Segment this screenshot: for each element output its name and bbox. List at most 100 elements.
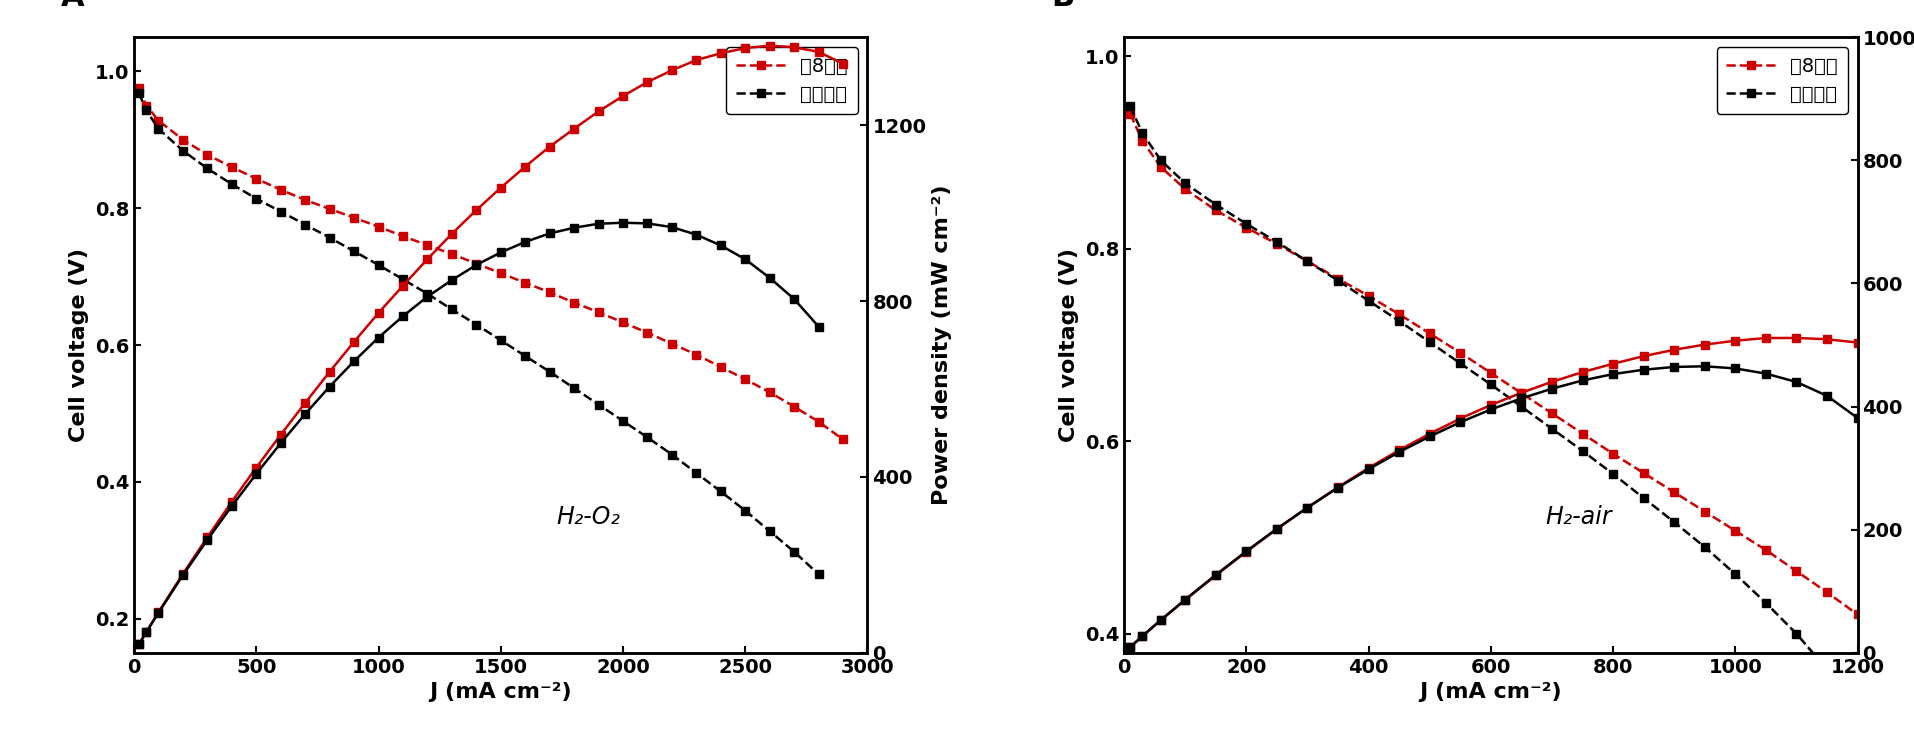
例8样品 (147, 116, 170, 125)
例8样品 (1631, 468, 1654, 477)
商业鱄碳 (1326, 276, 1349, 285)
商业鱄碳 (367, 260, 390, 269)
例8样品 (1326, 275, 1349, 283)
例8样品 (1235, 223, 1257, 232)
Y-axis label: Cell voltage (V): Cell voltage (V) (1058, 248, 1079, 442)
例8样品 (415, 240, 438, 249)
商业鱄碳 (318, 233, 341, 242)
商业鱄碳 (465, 320, 488, 329)
例8样品 (220, 162, 243, 171)
例8样品 (513, 278, 536, 287)
例8样品 (1296, 257, 1319, 266)
商业鱄碳 (708, 487, 731, 496)
例8样品 (1418, 329, 1441, 338)
Line: 例8样品: 例8样品 (1125, 110, 1860, 619)
例8样品 (758, 388, 781, 397)
商业鱄碳 (1814, 665, 1837, 674)
例8样品 (245, 174, 268, 183)
例8样品 (1569, 429, 1592, 438)
商业鱄碳 (1449, 359, 1472, 368)
商业鱄碳 (128, 89, 151, 98)
商业鱄碳 (172, 146, 195, 155)
商业鱄碳 (147, 125, 170, 134)
例8样品 (465, 259, 488, 268)
商业鱄碳 (293, 220, 316, 229)
商业鱄碳 (270, 207, 293, 216)
例8样品 (195, 151, 218, 160)
例8样品 (1449, 348, 1472, 357)
例8样品 (611, 318, 634, 327)
例8样品 (1753, 545, 1776, 554)
例8样品 (1265, 240, 1288, 249)
Y-axis label: Power density (mW cm⁻²): Power density (mW cm⁻²) (932, 185, 951, 505)
例8样品 (831, 435, 854, 444)
例8样品 (172, 135, 195, 144)
商业鱄碳 (1753, 599, 1776, 608)
例8样品 (1600, 450, 1623, 459)
Text: H₂-air: H₂-air (1545, 505, 1612, 530)
商业鱄碳 (1204, 200, 1227, 209)
例8样品 (708, 363, 731, 372)
Line: 商业鱄碳: 商业鱄碳 (134, 89, 823, 579)
Y-axis label: Cell voltage (V): Cell voltage (V) (69, 248, 90, 442)
X-axis label: J (mA cm⁻²): J (mA cm⁻²) (429, 683, 572, 703)
例8样品 (783, 402, 806, 411)
例8样品 (270, 186, 293, 194)
商业鱄碳 (1661, 518, 1684, 527)
例8样品 (588, 308, 611, 317)
商业鱄碳 (1631, 493, 1654, 502)
商业鱄碳 (1480, 380, 1502, 389)
例8样品 (1131, 137, 1154, 145)
商业鱄碳 (1118, 102, 1141, 111)
例8样品 (1784, 567, 1807, 576)
例8样品 (1148, 162, 1171, 171)
商业鱄碳 (1173, 179, 1196, 188)
Line: 商业鱄碳: 商业鱄碳 (1125, 102, 1860, 717)
Text: B: B (1051, 0, 1074, 13)
例8样品 (1357, 292, 1380, 301)
商业鱄碳 (563, 384, 586, 393)
例8样品 (563, 298, 586, 307)
商业鱄碳 (588, 400, 611, 409)
X-axis label: J (mA cm⁻²): J (mA cm⁻²) (1418, 683, 1562, 703)
例8样品 (134, 101, 157, 110)
商业鱄碳 (1508, 402, 1531, 411)
例8样品 (1508, 389, 1531, 398)
商业鱄碳 (1296, 257, 1319, 266)
商业鱄碳 (660, 450, 683, 459)
商业鱄碳 (488, 336, 511, 345)
Text: H₂-O₂: H₂-O₂ (557, 505, 620, 530)
例8样品 (1814, 588, 1837, 597)
商业鱄碳 (1418, 338, 1441, 347)
例8样品 (685, 350, 708, 359)
例8样品 (1661, 487, 1684, 496)
商业鱄碳 (1148, 156, 1171, 165)
例8样品 (1845, 610, 1868, 619)
例8样品 (733, 375, 756, 384)
Legend: 例8样品, 商业鱄碳: 例8样品, 商业鱄碳 (1715, 47, 1847, 114)
商业鱄碳 (1723, 570, 1746, 579)
例8样品 (1723, 526, 1746, 535)
例8样品 (1692, 507, 1715, 516)
商业鱄碳 (415, 289, 438, 298)
商业鱄碳 (134, 106, 157, 115)
商业鱄碳 (783, 548, 806, 556)
商业鱄碳 (1388, 317, 1411, 326)
商业鱄碳 (220, 180, 243, 188)
商业鱄碳 (635, 433, 658, 441)
商业鱄碳 (1784, 629, 1807, 638)
商业鱄碳 (733, 506, 756, 515)
商业鱄碳 (1357, 296, 1380, 305)
商业鱄碳 (1600, 470, 1623, 479)
商业鱄碳 (1131, 129, 1154, 138)
例8样品 (488, 269, 511, 278)
商业鱄碳 (806, 570, 829, 579)
商业鱄碳 (390, 275, 413, 283)
例8样品 (128, 84, 151, 93)
例8样品 (390, 232, 413, 240)
例8样品 (635, 328, 658, 337)
例8样品 (1118, 110, 1141, 119)
Text: A: A (61, 0, 84, 13)
例8样品 (660, 339, 683, 348)
例8样品 (318, 204, 341, 213)
